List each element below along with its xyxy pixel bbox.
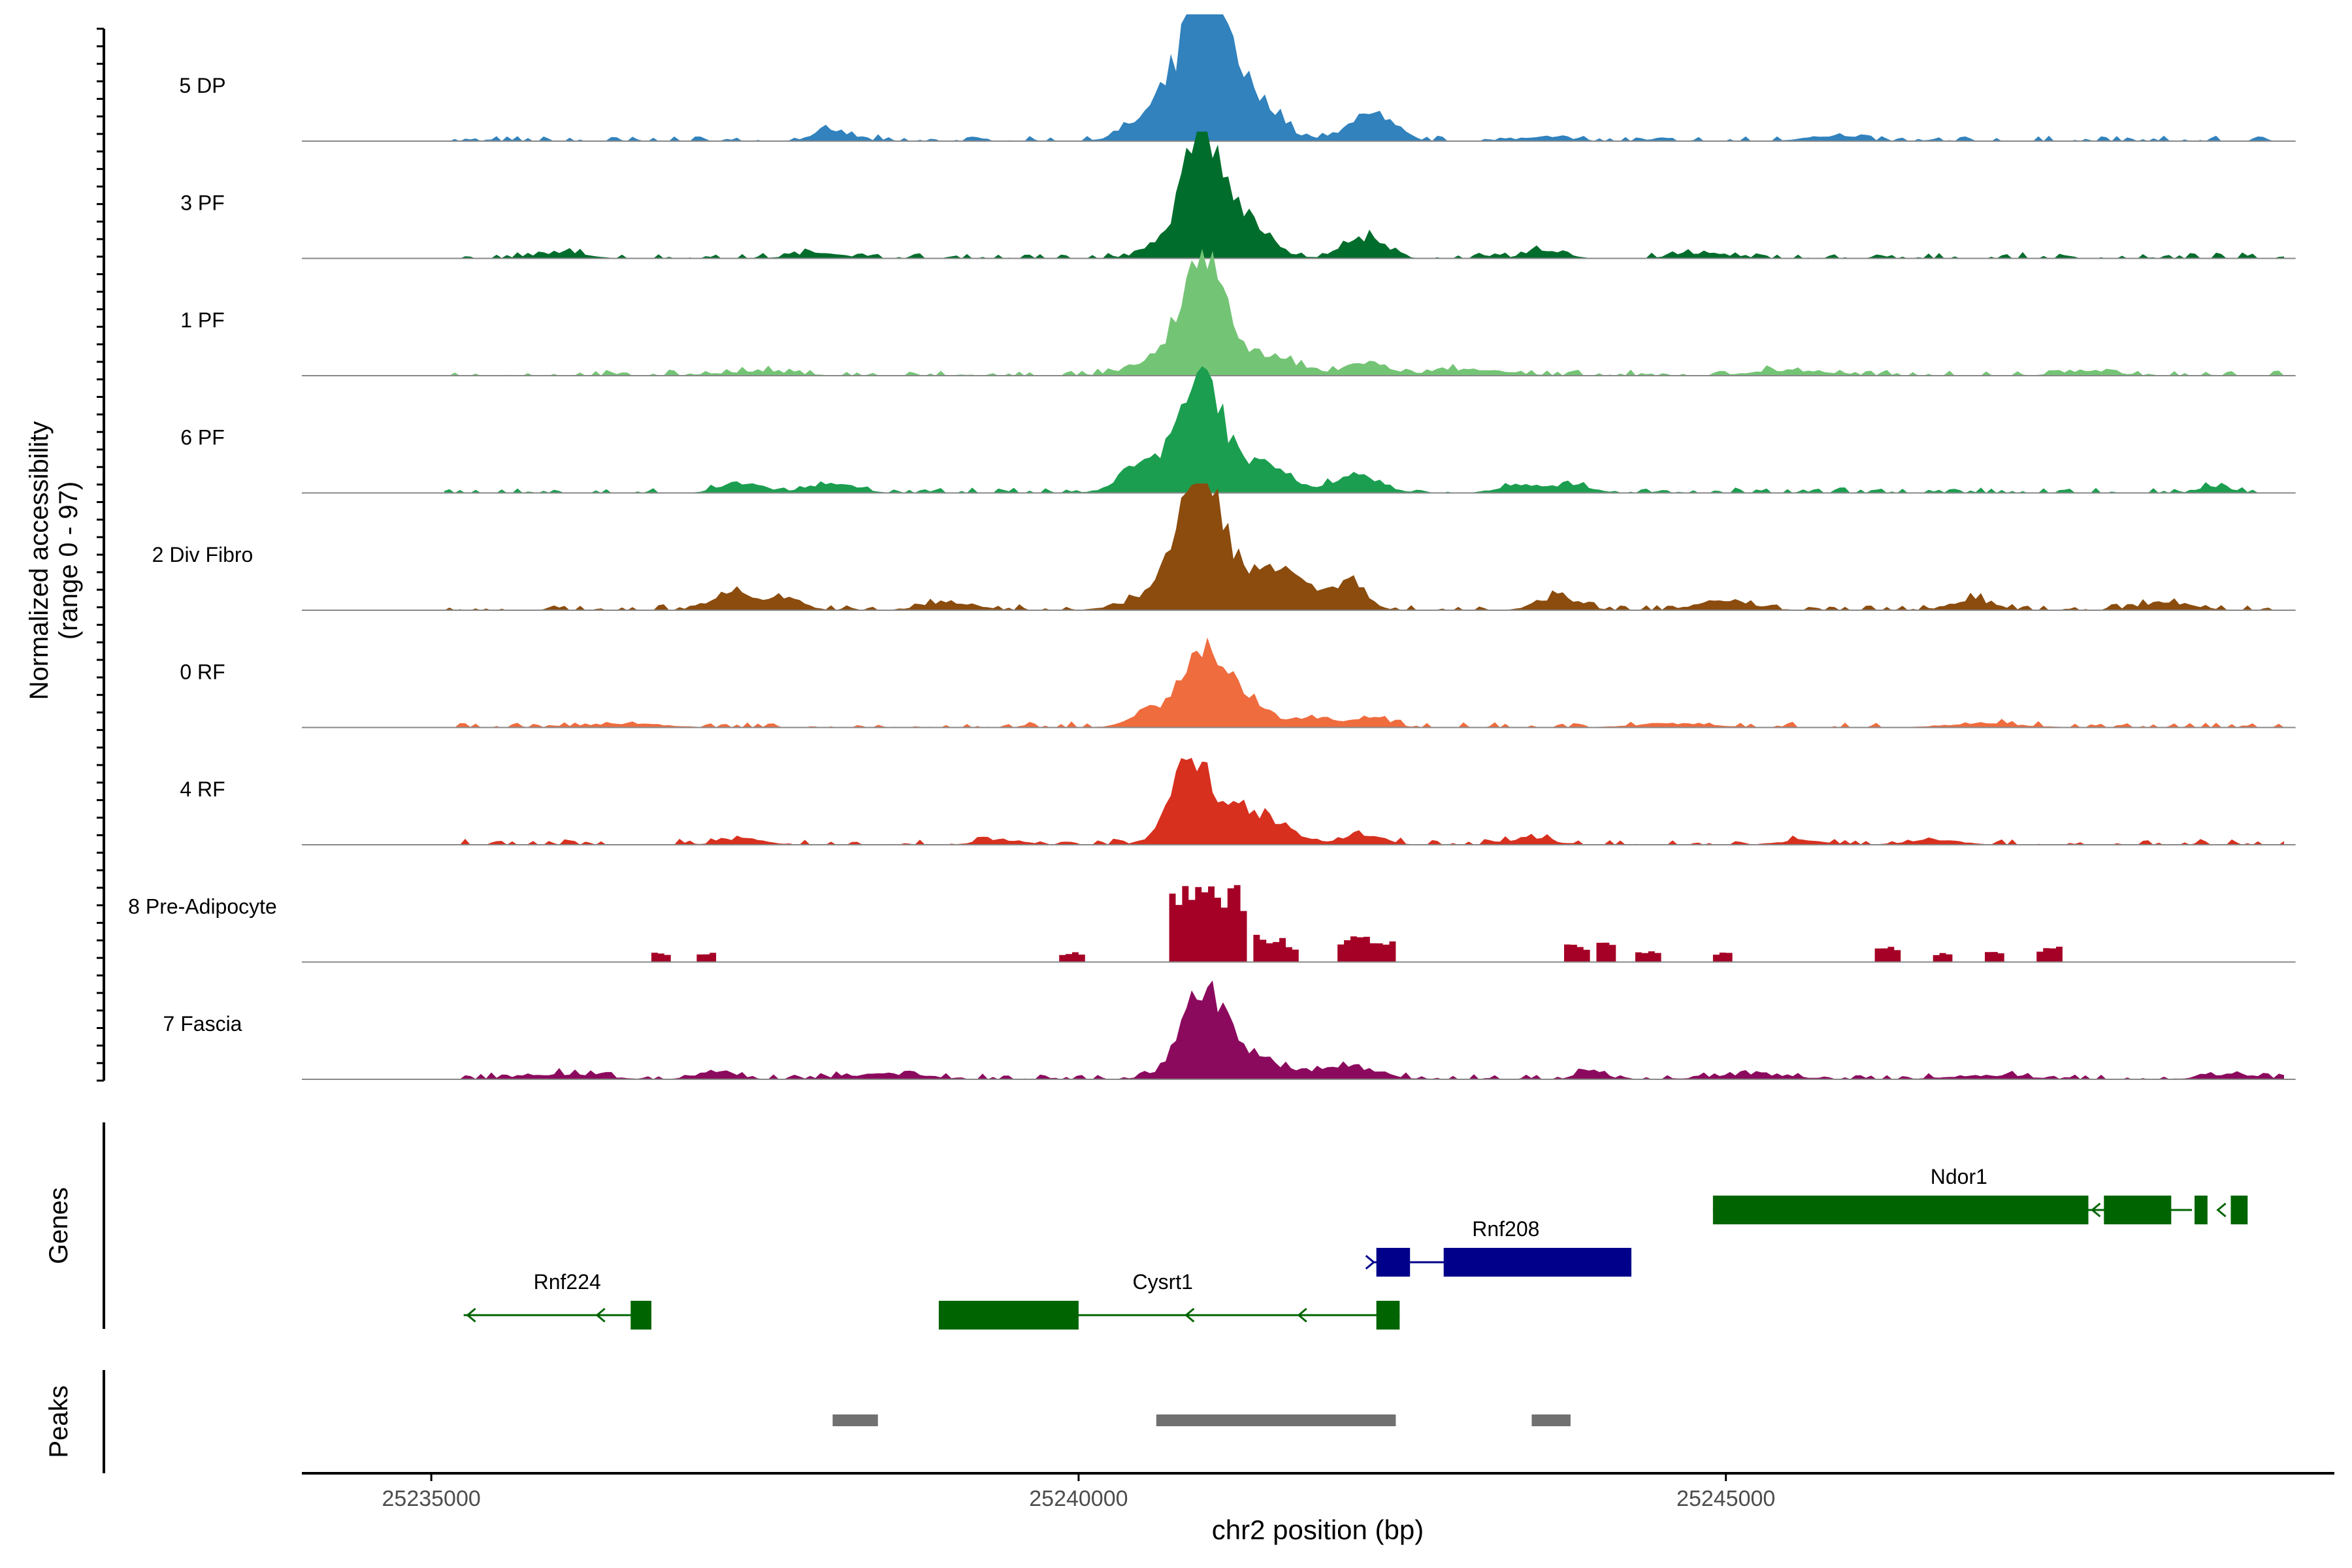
peaks-panel-label: Peaks	[44, 1385, 73, 1458]
gene-label: Ndor1	[1931, 1165, 1987, 1188]
track-label: 8 Pre-Adipocyte	[128, 895, 277, 919]
coverage-axis	[97, 27, 105, 1082]
gene-models: Rnf224 Cysrt1 Rnf208 Ndor1	[463, 1165, 2248, 1330]
x-axis-title: chr2 position (bp)	[1212, 1514, 1424, 1545]
track-label: 4 RF	[180, 777, 225, 801]
gene-label: Cysrt1	[1132, 1270, 1192, 1294]
gene-rnf224: Rnf224	[463, 1270, 652, 1330]
strand-arrow	[1365, 1254, 1376, 1270]
track-label: 0 RF	[180, 661, 225, 684]
track-5-dp: 5 DP	[179, 14, 2296, 142]
strand-arrow	[2216, 1202, 2227, 1218]
y-axis-title-line2: (range 0 - 97)	[54, 482, 83, 640]
gene-exon	[2230, 1196, 2248, 1224]
x-tick-label: 25240000	[1029, 1486, 1128, 1511]
gene-ndor1: Ndor1	[1712, 1165, 2248, 1224]
gene-label: Rnf224	[534, 1270, 601, 1294]
gene-cysrt1: Cysrt1	[938, 1270, 1400, 1330]
gene-exon	[2194, 1196, 2208, 1224]
gene-label: Rnf208	[1472, 1217, 1539, 1241]
x-tick-label: 25245000	[1676, 1486, 1775, 1511]
track-label: 2 Div Fibro	[152, 543, 253, 566]
gene-exon	[1376, 1248, 1411, 1277]
gene-exon	[1712, 1196, 2089, 1224]
coverage-tracks: 5 DP 3 PF 1 PF 6 PF 2 Div Fibro 0 RF 4 RF 8 Pre…	[128, 14, 2296, 1080]
coverage-area	[651, 885, 2063, 962]
gene-exon	[2104, 1196, 2172, 1224]
track-2-div-fibro: 2 Div Fibro	[152, 483, 2296, 611]
x-axis: 25235000 25240000 25245000 chr2 position (…	[302, 1472, 2334, 1545]
strand-arrow	[466, 1307, 476, 1323]
strand-arrow	[595, 1307, 606, 1323]
y-axis-title-line1: Normalized accessibility	[25, 421, 54, 700]
track-label: 3 PF	[180, 191, 225, 215]
gene-exon	[1443, 1248, 1632, 1277]
peak-region	[1156, 1414, 1396, 1426]
peak-region	[1531, 1414, 1571, 1426]
y-axis-title: Normalized accessibility (range 0 - 97)	[25, 421, 83, 700]
x-tick-label: 25235000	[382, 1486, 481, 1511]
gene-exon	[938, 1301, 1079, 1330]
gene-exon	[1376, 1301, 1400, 1330]
strand-arrow	[1184, 1307, 1195, 1323]
strand-arrow	[1297, 1307, 1307, 1323]
gene-exon	[630, 1301, 652, 1330]
peak-regions	[832, 1414, 1571, 1426]
genes-panel-label: Genes	[44, 1187, 73, 1264]
track-7-fascia: 7 Fascia	[163, 980, 2296, 1080]
track-8-pre-adipocyte: 8 Pre-Adipocyte	[128, 885, 2296, 963]
track-0-rf: 0 RF	[180, 637, 2296, 728]
genes-panel: Genes Rnf224 Cysrt1 Rnf208 Ndor1	[44, 1122, 2248, 1330]
strand-arrow	[2091, 1202, 2101, 1218]
track-1-pf: 1 PF	[180, 249, 2296, 376]
x-axis-ticks: 25235000 25240000 25245000	[382, 1473, 1775, 1511]
track-label: 6 PF	[180, 426, 225, 449]
track-label: 5 DP	[179, 74, 225, 97]
peaks-panel: Peaks	[44, 1370, 1571, 1473]
track-4-rf: 4 RF	[180, 758, 2296, 845]
track-label: 7 Fascia	[163, 1012, 242, 1036]
coverage-area	[444, 14, 2284, 141]
track-6-pf: 6 PF	[180, 366, 2296, 494]
peak-region	[832, 1414, 878, 1426]
track-3-pf: 3 PF	[180, 131, 2296, 259]
gene-rnf208: Rnf208	[1365, 1217, 1632, 1277]
track-label: 1 PF	[180, 308, 225, 332]
